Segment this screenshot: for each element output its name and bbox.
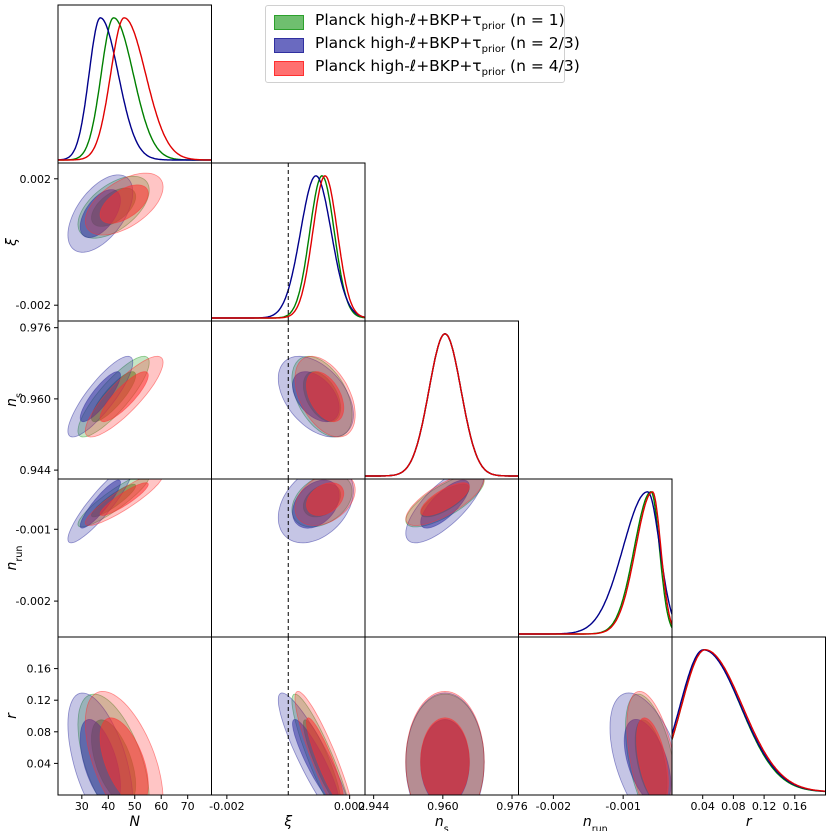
panel-r-vs-N: 0.04 0.08 0.12 0.16 r 30 40 50 60 70 N: [4, 636, 212, 830]
y-axis-label-xi: ξ: [4, 238, 20, 247]
panel-N-vs-N: [57, 4, 212, 164]
contour-nrun-xi-series-2-68%: [305, 482, 345, 516]
x-axis-label-r: r: [746, 814, 753, 830]
contour-ns-N-series-2-68%: [99, 371, 149, 423]
legend-sub-n43: prior: [481, 67, 506, 79]
y-tick-label-xi-1: 0.002: [20, 173, 52, 186]
contour-xi-N-series-2-68%: [99, 184, 149, 224]
y-tick-label-r-3: 0.16: [27, 663, 52, 676]
curve-N-series-1: [58, 17, 212, 161]
panel-nrun-vs-nrun: [518, 478, 673, 638]
curve-nrun-series-0: [518, 491, 672, 635]
curve-r-series-2: [672, 649, 826, 792]
x-axis-label-ns: ns: [435, 814, 449, 831]
x-tick-label-xi-0: -0.002: [209, 800, 244, 813]
curve-ns-series-2: [365, 333, 519, 477]
panel-frame: [518, 478, 673, 638]
panel-r-vs-ns: 0.944 0.960 0.976 ns: [358, 636, 528, 831]
y-tick-label-ns-0: 0.944: [20, 464, 52, 477]
x-tick-label-ns-2: 0.976: [496, 800, 528, 813]
curve-nrun-series-2: [518, 491, 672, 635]
curve-ns-series-0: [365, 333, 519, 477]
panel-nrun-vs-ns: [364, 478, 519, 638]
legend-swatch-n23: [274, 37, 304, 53]
panel-ns-vs-xi: [211, 320, 366, 480]
x-tick-label-nrun-0: -0.002: [536, 800, 571, 813]
x-tick-label-N-3: 60: [154, 800, 168, 813]
curve-N-series-2: [58, 17, 212, 161]
y-axis-label-r: r: [4, 712, 20, 719]
x-axis-label-nrun: nrun: [583, 814, 608, 831]
x-axis-label-xi: ξ: [283, 814, 292, 830]
legend-suffix-n23: (n = 2/3): [505, 34, 580, 53]
legend-label-n43: Planck high-ℓ+BKP+τ: [315, 57, 482, 76]
x-tick-label-r-2: 0.12: [752, 800, 777, 813]
legend-entry-n43: Planck high-ℓ+BKP+τprior (n = 4/3): [274, 57, 580, 79]
panel-xi-vs-xi: [211, 162, 366, 322]
y-tick-label-r-1: 0.08: [27, 726, 52, 739]
panel-ns-vs-ns: [364, 320, 519, 480]
contour-ns-xi-series-2-68%: [305, 371, 345, 423]
y-tick-label-r-2: 0.12: [27, 694, 52, 707]
y-axis-label-ns: ns: [4, 393, 25, 407]
curve-xi-series-2: [211, 175, 365, 319]
legend-suffix-n43: (n = 4/3): [505, 57, 580, 76]
y-tick-label-nrun-0: -0.002: [16, 595, 51, 608]
y-tick-label-ns-1: 0.960: [20, 393, 52, 406]
x-tick-label-nrun-1: -0.001: [605, 800, 640, 813]
x-tick-label-xi-1: 0.002: [334, 800, 366, 813]
x-tick-label-r-1: 0.08: [721, 800, 746, 813]
x-tick-label-N-4: 70: [181, 800, 195, 813]
contour-r-nrun-series-2-68%: [636, 717, 669, 795]
curve-nrun-series-1: [518, 491, 672, 635]
legend-swatch-n1: [274, 14, 304, 30]
panel-r-vs-r: 0.04 0.08 0.12 0.16 r: [671, 636, 826, 830]
panel-xi-vs-N: -0.002 0.002 ξ: [4, 162, 212, 322]
legend-entry-n1: Planck high-ℓ+BKP+τprior (n = 1): [274, 11, 565, 33]
x-tick-label-N-0: 30: [75, 800, 89, 813]
x-tick-label-N-2: 50: [128, 800, 142, 813]
curve-ns-series-1: [365, 333, 519, 477]
contour-nrun-N-series-2-68%: [99, 482, 149, 516]
y-tick-label-nrun-1: -0.001: [16, 523, 51, 536]
y-axis-label-nrun: nrun: [4, 546, 25, 571]
panel-ns-vs-N: 0.944 0.960 0.976 ns: [4, 320, 212, 480]
panel-nrun-vs-xi: [211, 478, 366, 638]
legend-label-n1: Planck high-ℓ+BKP+τ: [315, 11, 482, 30]
contour-nrun-ns-series-2-68%: [420, 482, 470, 516]
legend-sub-n23: prior: [481, 44, 506, 56]
y-tick-label-r-0: 0.04: [27, 757, 52, 770]
legend-swatch-n43: [274, 60, 304, 76]
legend-label-n23: Planck high-ℓ+BKP+τ: [315, 34, 482, 53]
panel-frame: [364, 320, 519, 480]
contour-r-N-series-2-68%: [99, 717, 149, 795]
legend-entry-n23: Planck high-ℓ+BKP+τprior (n = 2/3): [274, 34, 580, 56]
panel-nrun-vs-N: -0.002 -0.001 nrun: [4, 478, 212, 638]
x-axis-label-N: N: [130, 814, 141, 830]
contour-r-xi-series-2-68%: [305, 717, 344, 795]
x-tick-label-r-0: 0.04: [690, 800, 715, 813]
panel-r-vs-xi: -0.002 0.002 ξ: [209, 636, 366, 830]
contour-r-ns-series-2-68%: [420, 717, 470, 795]
legend: Planck high-ℓ+BKP+τprior (n = 1) Planck …: [265, 5, 580, 83]
legend-suffix-n1: (n = 1): [505, 11, 565, 30]
y-tick-label-ns-2: 0.976: [20, 322, 52, 335]
x-tick-label-r-3: 0.16: [783, 800, 808, 813]
legend-sub-n1: prior: [481, 21, 506, 33]
x-tick-label-ns-0: 0.944: [358, 800, 390, 813]
x-tick-label-N-1: 40: [101, 800, 115, 813]
x-tick-label-ns-1: 0.960: [427, 800, 459, 813]
y-tick-label-xi-0: -0.002: [16, 299, 51, 312]
panel-frame: [671, 636, 826, 796]
